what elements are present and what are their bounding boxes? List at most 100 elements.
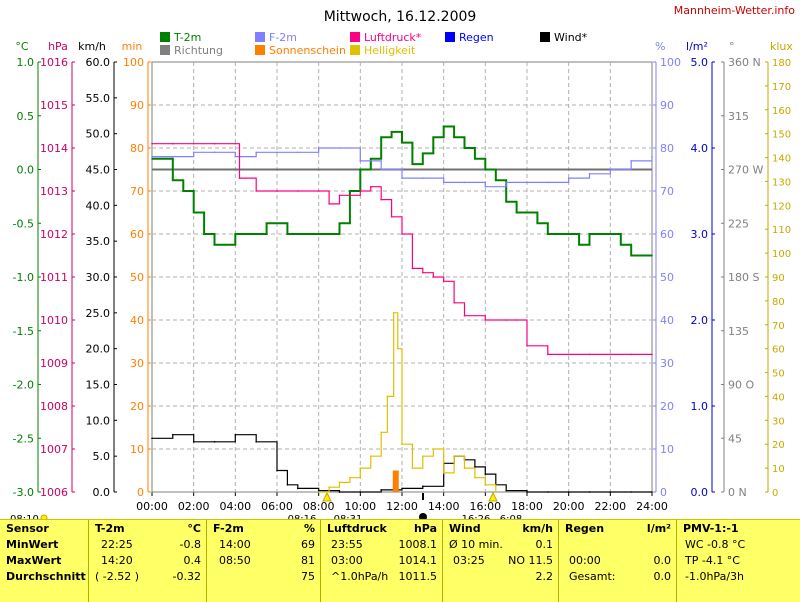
t-2m-point (526, 211, 528, 214)
wind-tick-label: 5.0 (93, 450, 111, 463)
t-2m-point (307, 233, 310, 235)
pressure-column: Luftdruck hPa 23:55 1008.1 03:00 1014.1 … (320, 520, 443, 602)
luftdruck-point (317, 190, 320, 192)
wind-tick-label: 60.0 (86, 56, 111, 69)
temp-avg-value: -0.32 (172, 570, 201, 583)
lux-tick-label: 40 (772, 392, 785, 403)
legend-swatch (350, 45, 360, 55)
pressure-tick-label: 1006 (40, 486, 68, 499)
rain-tick-label: 3.0 (691, 228, 709, 241)
chart-axes: 1.0 0.5 0.0 -0.5 -1.0 -1.5 -2.0 -2.5 -3.0 °C 1016 1… (10, 40, 793, 519)
direction-tick-label: 90 O (728, 379, 754, 392)
pressure-tick-label: 1014 (40, 142, 68, 155)
pressure-avg-value: 1011.5 (398, 570, 438, 583)
t-2m-point (213, 243, 216, 246)
wind-avg-value: 2.2 (535, 570, 554, 583)
legend-label: Regen (459, 31, 494, 44)
t-2m-point (380, 136, 382, 139)
rain-total-label: Gesamt: (569, 570, 616, 583)
row-label-max: MaxWert (6, 554, 62, 567)
legend-swatch (255, 45, 265, 55)
luftdruck-point (505, 319, 507, 321)
temp-tick-label: -1.0 (13, 271, 34, 284)
f-2m-point (380, 168, 382, 171)
luftdruck-point (422, 271, 424, 274)
lux-tick-label: 150 (772, 130, 791, 141)
temp-column: T-2m °C 22:25 -0.8 14:20 0.4 ( -2.52 ) -… (88, 520, 207, 602)
t-2m-point (369, 157, 372, 160)
pressure-tick-label: 1009 (40, 357, 68, 370)
direction-tick-label: 315 (728, 110, 749, 123)
luftdruck-point (567, 353, 570, 356)
lux-tick-label: 110 (772, 225, 791, 236)
temp-tick-label: -2.0 (13, 379, 34, 392)
t-2m-point (547, 233, 549, 235)
wind-point (286, 484, 289, 486)
t-2m-point (161, 157, 164, 160)
direction-tick-label: 45 (728, 432, 742, 445)
legend-label: T-2m (173, 31, 201, 44)
lux-tick-label: 130 (772, 177, 791, 188)
wind-point (338, 491, 341, 493)
t-2m-point (224, 243, 226, 246)
wind-point (255, 441, 257, 443)
temp-max-value: 0.4 (183, 554, 202, 567)
f-2m-point (422, 177, 424, 179)
rain-max-value: 0.0 (653, 554, 672, 567)
table-unit-rain: l/m² (646, 522, 671, 535)
direction-tick-label: 135 (728, 325, 749, 338)
legend-label: F-2m (269, 31, 297, 44)
table-header-pmv: PMV-1:-1 (683, 522, 739, 535)
lux-unit-label: klux (770, 40, 793, 53)
t-2m-point (484, 168, 487, 171)
table-header-pressure: Luftdruck (327, 522, 387, 535)
site-link[interactable]: Mannheim-Wetter.info (674, 4, 796, 17)
temp-tick-label: -3.0 (13, 486, 34, 499)
f-2m-point (442, 181, 445, 184)
sunshine-bar (392, 470, 399, 492)
legend-label: Sonnenschein (269, 44, 346, 57)
f-2m-point (234, 155, 237, 158)
helligkeit-point (392, 312, 395, 314)
pressure-tick-label: 1015 (40, 99, 68, 112)
minutes-tick-label: 10 (130, 443, 144, 456)
direction-tick-label: 225 (728, 217, 749, 230)
helligkeit-point (411, 467, 414, 469)
wind-tick-label: 30.0 (86, 271, 111, 284)
luftdruck-point (484, 319, 487, 321)
helligkeit-point (317, 491, 320, 493)
f-2m-point (567, 177, 570, 179)
stats-table: Sensor MinWert MaxWert Durchschnitt T-2m… (0, 519, 800, 602)
wind-tick-label: 15.0 (86, 379, 111, 392)
t-2m-point (244, 233, 247, 235)
t-2m-point (276, 222, 278, 225)
temp-tick-label: -2.5 (13, 432, 34, 445)
lux-tick-label: 30 (772, 416, 785, 427)
time-tick-label: 04:00 (219, 500, 251, 513)
wind-tick-label: 55.0 (86, 92, 111, 105)
f-2m-point (317, 147, 320, 149)
wind-point (359, 491, 362, 493)
time-tick-label: 10:00 (344, 500, 376, 513)
humidity-tick-label: 80 (660, 142, 674, 155)
wind-point (526, 491, 528, 493)
pressure-unit-label: hPa (48, 40, 68, 53)
t-2m-point (422, 152, 424, 155)
wind-point (474, 466, 476, 468)
temp-min-value: -0.8 (179, 538, 201, 551)
direction-tick-label: 180 S (728, 271, 759, 284)
wind-point (380, 489, 382, 491)
luftdruck-point (515, 319, 518, 321)
lux-tick-label: 80 (772, 297, 785, 308)
humidity-tick-label: 90 (660, 99, 674, 112)
f-2m-point (588, 173, 591, 175)
humidity-tick-label: 30 (660, 357, 674, 370)
humidity-tick-label: 50 (660, 271, 674, 284)
time-tick-label: 20:00 (553, 500, 585, 513)
luftdruck-point (369, 185, 372, 188)
luftdruck-point (547, 353, 549, 356)
lux-tick-label: 170 (772, 82, 791, 93)
temp-tick-label: 1.0 (17, 56, 35, 69)
legend-swatch (350, 32, 360, 42)
t-2m-point (151, 157, 153, 160)
